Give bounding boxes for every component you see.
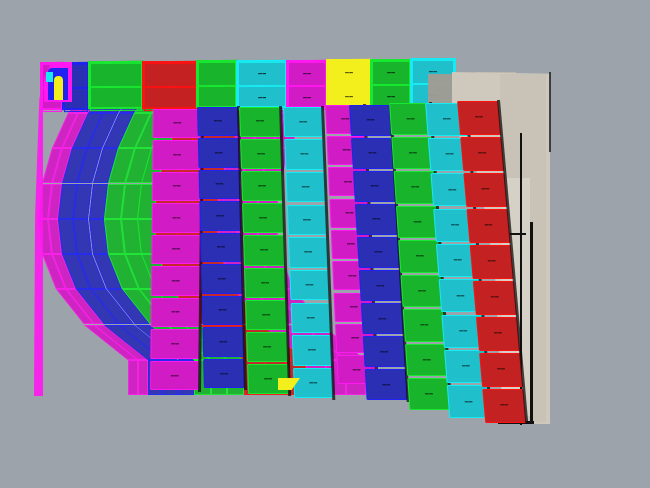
transom-outline-tick [508, 233, 526, 235]
transom-outline-top-right [549, 72, 551, 152]
bow-tip-cyan [46, 72, 53, 82]
bow-keel-outline [34, 96, 43, 396]
mesh-cell [138, 359, 148, 395]
mesh-cell [128, 359, 138, 395]
bow-tip-yellow [54, 76, 63, 100]
transom-outline-right [530, 222, 533, 422]
transom-outline-inner [520, 133, 523, 425]
transom-outline-bottom [498, 421, 534, 424]
